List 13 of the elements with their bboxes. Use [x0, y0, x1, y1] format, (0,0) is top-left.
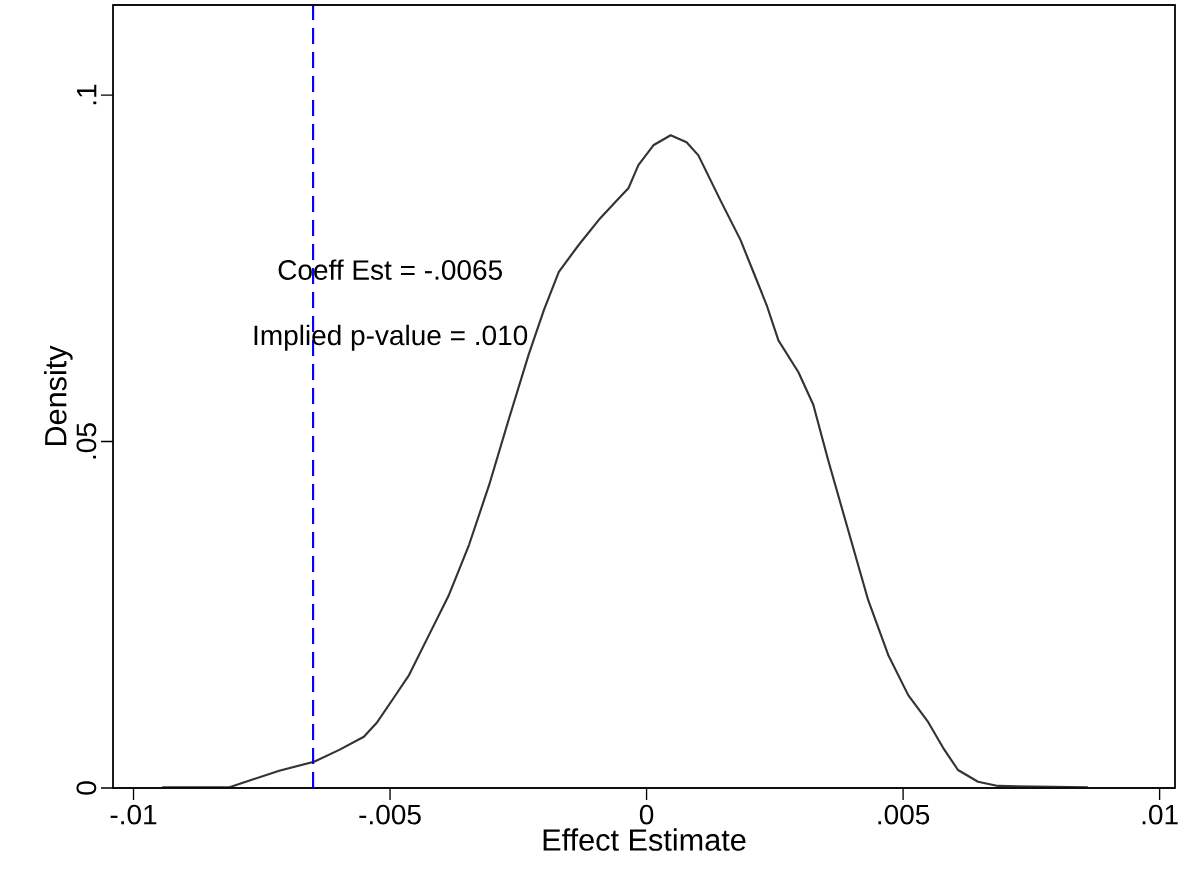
x-tick-label: -.01: [110, 804, 157, 825]
x-tick-label: .005: [878, 804, 930, 825]
x-tick-label: 0: [639, 804, 654, 825]
x-tick-label: -.005: [359, 804, 421, 825]
x-tick-label: .01: [1142, 804, 1178, 825]
y-axis-title: Density: [44, 345, 73, 446]
y-tick-label: 0: [76, 781, 97, 795]
annotation: Coeff Est = -.0065: [278, 259, 502, 280]
x-axis-title: Effect Estimate: [543, 828, 746, 851]
y-tick-label: .05: [76, 423, 97, 459]
y-tick-label: .1: [77, 84, 97, 105]
line-series: [161, 134, 1089, 789]
annotation: Implied p-value = .010: [254, 324, 528, 351]
